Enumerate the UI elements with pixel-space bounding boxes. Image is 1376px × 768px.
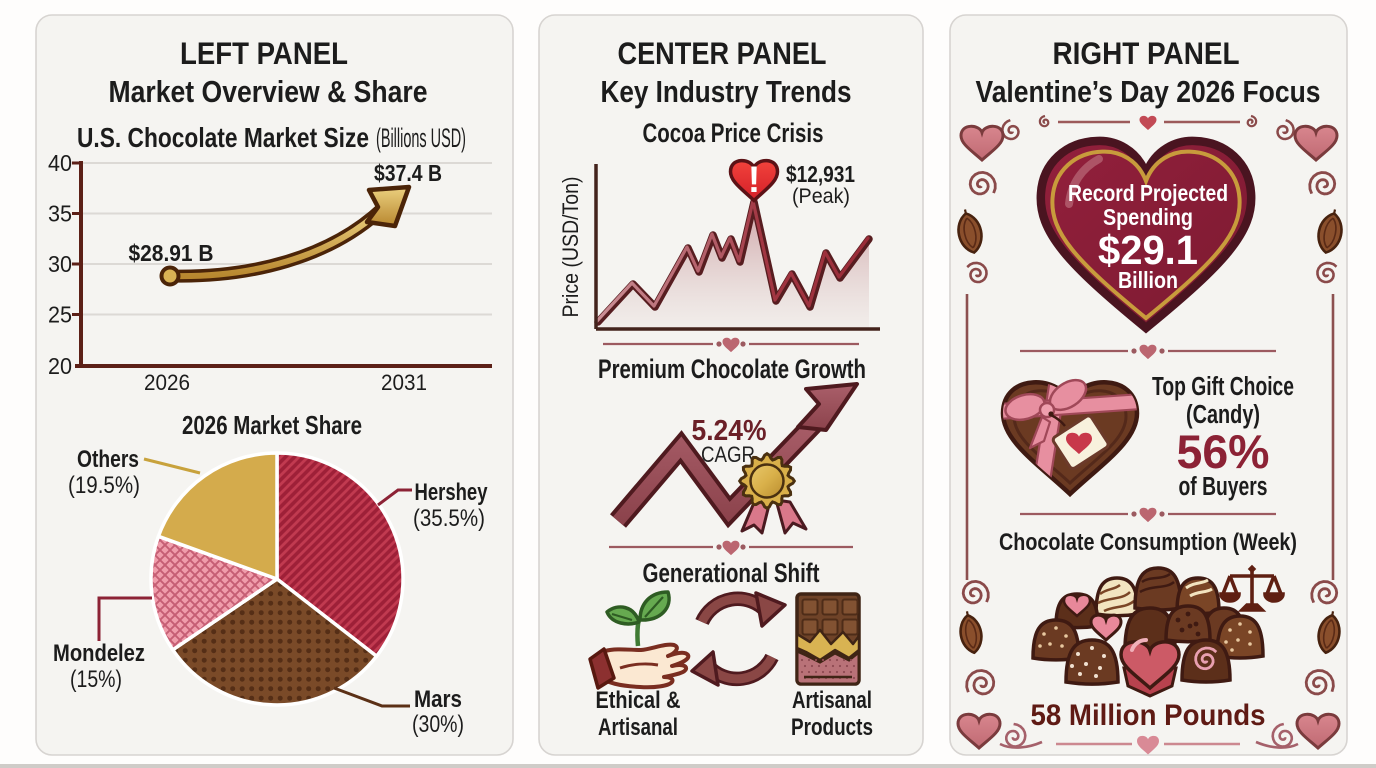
svg-text:of Buyers: of Buyers xyxy=(1179,473,1268,501)
svg-text:Chocolate Consumption (Week): Chocolate Consumption (Week) xyxy=(999,529,1297,556)
svg-text:RIGHT PANEL: RIGHT PANEL xyxy=(1053,35,1240,71)
svg-text:CAGR: CAGR xyxy=(701,442,755,467)
svg-text:Artisanal: Artisanal xyxy=(792,687,872,714)
svg-text:5.24%: 5.24% xyxy=(692,415,767,447)
svg-text:(30%): (30%) xyxy=(412,711,464,738)
svg-text:$37.4 B: $37.4 B xyxy=(374,160,442,186)
svg-text:(Billions USD): (Billions USD) xyxy=(376,123,466,153)
svg-text:20: 20 xyxy=(48,353,72,379)
svg-text:Price (USD/Ton): Price (USD/Ton) xyxy=(558,177,583,318)
svg-text:Mars: Mars xyxy=(414,686,462,713)
svg-text:Top Gift Choice: Top Gift Choice xyxy=(1152,373,1294,401)
svg-text:Products: Products xyxy=(791,714,873,741)
svg-text:40: 40 xyxy=(48,150,72,176)
svg-text:$12,931: $12,931 xyxy=(786,161,855,187)
svg-text:Generational Shift: Generational Shift xyxy=(643,558,820,588)
svg-text:Spending: Spending xyxy=(1103,204,1193,230)
svg-text:Hershey: Hershey xyxy=(415,479,488,506)
svg-text:(19.5%): (19.5%) xyxy=(68,472,140,499)
svg-text:CENTER PANEL: CENTER PANEL xyxy=(618,35,827,71)
svg-text:Ethical &: Ethical & xyxy=(596,687,681,714)
svg-text:$29.1: $29.1 xyxy=(1098,227,1198,273)
svg-text:$28.91 B: $28.91 B xyxy=(129,240,214,266)
svg-text:Others: Others xyxy=(77,446,139,473)
svg-text:Market Overview & Share: Market Overview & Share xyxy=(109,74,428,109)
svg-text:!: ! xyxy=(748,159,760,200)
svg-text:30: 30 xyxy=(48,251,72,277)
svg-text:Artisanal: Artisanal xyxy=(598,714,678,741)
svg-text:2026 Market Share: 2026 Market Share xyxy=(182,410,362,440)
svg-text:58 Million Pounds: 58 Million Pounds xyxy=(1031,699,1266,732)
svg-text:LEFT PANEL: LEFT PANEL xyxy=(180,35,348,71)
svg-text:Record Projected: Record Projected xyxy=(1068,180,1228,206)
svg-text:Key Industry Trends: Key Industry Trends xyxy=(601,74,852,109)
svg-text:(15%): (15%) xyxy=(70,666,122,693)
svg-text:Mondelez: Mondelez xyxy=(53,640,145,667)
svg-text:56%: 56% xyxy=(1177,425,1270,478)
svg-text:2031: 2031 xyxy=(381,370,427,395)
svg-text:(Candy): (Candy) xyxy=(1186,401,1260,429)
svg-text:25: 25 xyxy=(48,302,72,328)
svg-text:(Peak): (Peak) xyxy=(792,185,850,208)
svg-text:U.S. Chocolate Market Size: U.S. Chocolate Market Size xyxy=(77,122,369,153)
svg-text:Cocoa Price Crisis: Cocoa Price Crisis xyxy=(643,118,824,148)
svg-text:35: 35 xyxy=(48,201,72,227)
svg-text:Valentine’s Day 2026 Focus: Valentine’s Day 2026 Focus xyxy=(976,74,1321,109)
svg-text:Billion: Billion xyxy=(1118,267,1178,293)
svg-text:2026: 2026 xyxy=(144,370,190,395)
svg-text:(35.5%): (35.5%) xyxy=(413,505,485,532)
svg-text:Premium Chocolate Growth: Premium Chocolate Growth xyxy=(598,354,866,384)
